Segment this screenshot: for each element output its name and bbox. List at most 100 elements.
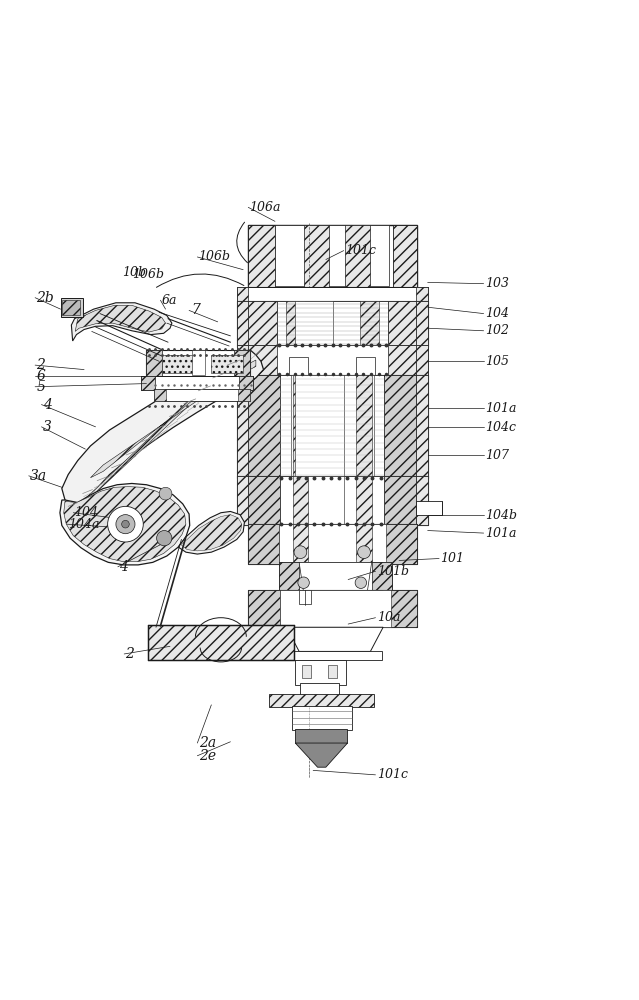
Text: 6: 6 bbox=[36, 369, 45, 383]
Text: 101: 101 bbox=[440, 552, 465, 565]
Bar bbox=[248, 524, 279, 564]
Bar bbox=[277, 345, 388, 376]
Text: 106a: 106a bbox=[249, 201, 281, 214]
Bar bbox=[372, 562, 392, 592]
Text: 2: 2 bbox=[125, 647, 134, 661]
Text: 2a: 2a bbox=[199, 736, 216, 750]
Bar bbox=[237, 301, 427, 347]
Bar bbox=[248, 225, 275, 289]
Bar bbox=[280, 590, 391, 627]
Bar bbox=[237, 345, 248, 376]
Text: 106b: 106b bbox=[199, 250, 231, 263]
Bar bbox=[345, 225, 371, 289]
Text: 5: 5 bbox=[36, 380, 45, 394]
Polygon shape bbox=[286, 627, 383, 651]
Text: 3a: 3a bbox=[30, 469, 47, 483]
Bar bbox=[357, 476, 372, 525]
Bar bbox=[248, 301, 277, 347]
Bar bbox=[61, 298, 83, 317]
Bar bbox=[383, 524, 417, 564]
Bar bbox=[239, 376, 252, 390]
Polygon shape bbox=[73, 355, 246, 505]
Text: 6a: 6a bbox=[162, 294, 177, 307]
Polygon shape bbox=[181, 515, 242, 551]
Bar bbox=[238, 389, 249, 401]
Bar bbox=[357, 375, 372, 478]
Bar bbox=[248, 590, 417, 627]
Bar bbox=[154, 389, 166, 401]
Circle shape bbox=[294, 546, 307, 559]
Bar bbox=[295, 375, 344, 478]
Bar bbox=[146, 350, 162, 377]
Bar bbox=[304, 225, 329, 289]
Bar bbox=[154, 389, 249, 401]
Bar bbox=[416, 476, 427, 525]
Bar bbox=[299, 590, 311, 604]
Polygon shape bbox=[72, 303, 172, 341]
Bar bbox=[357, 357, 376, 376]
Bar bbox=[237, 375, 248, 478]
Bar bbox=[141, 376, 155, 390]
Bar bbox=[237, 476, 427, 525]
Bar bbox=[416, 345, 427, 376]
Text: 10a: 10a bbox=[377, 611, 400, 624]
Bar bbox=[286, 651, 382, 660]
Bar bbox=[237, 476, 248, 525]
Bar bbox=[293, 524, 308, 564]
Text: 104a: 104a bbox=[68, 518, 100, 531]
Text: 104c: 104c bbox=[485, 421, 516, 434]
Text: 101c: 101c bbox=[345, 244, 376, 257]
Text: 104b: 104b bbox=[485, 509, 517, 522]
Text: 4: 4 bbox=[119, 560, 128, 574]
Polygon shape bbox=[75, 305, 166, 332]
Circle shape bbox=[159, 487, 172, 500]
Polygon shape bbox=[91, 360, 256, 478]
Circle shape bbox=[298, 577, 309, 588]
Bar bbox=[280, 476, 385, 525]
Text: 103: 103 bbox=[485, 277, 509, 290]
Bar bbox=[237, 287, 248, 303]
Bar bbox=[212, 355, 243, 373]
Text: 101a: 101a bbox=[485, 527, 516, 540]
Bar bbox=[277, 301, 388, 347]
Bar bbox=[234, 350, 249, 377]
Bar bbox=[237, 345, 427, 376]
Bar bbox=[162, 355, 194, 373]
Bar bbox=[192, 350, 205, 375]
Bar bbox=[248, 476, 280, 525]
Text: 107: 107 bbox=[485, 449, 509, 462]
Bar bbox=[279, 524, 386, 564]
Text: 2: 2 bbox=[36, 358, 45, 372]
Bar bbox=[248, 287, 275, 315]
Circle shape bbox=[355, 577, 367, 588]
Circle shape bbox=[157, 531, 172, 546]
Bar bbox=[383, 590, 417, 627]
Polygon shape bbox=[299, 562, 372, 592]
Circle shape bbox=[358, 546, 371, 559]
Bar bbox=[291, 375, 374, 478]
Polygon shape bbox=[62, 350, 263, 505]
Bar bbox=[280, 375, 385, 478]
Bar bbox=[248, 375, 280, 478]
Bar bbox=[268, 694, 374, 707]
Text: 104: 104 bbox=[75, 506, 98, 519]
Bar bbox=[302, 665, 311, 678]
Polygon shape bbox=[295, 743, 348, 767]
Bar bbox=[295, 729, 348, 743]
Bar bbox=[388, 301, 416, 347]
Text: 101a: 101a bbox=[485, 402, 516, 415]
Bar bbox=[295, 660, 346, 685]
Circle shape bbox=[121, 520, 129, 528]
Bar bbox=[146, 350, 249, 377]
Polygon shape bbox=[178, 511, 245, 554]
Bar bbox=[237, 301, 248, 347]
Bar bbox=[248, 225, 417, 289]
Bar bbox=[385, 375, 416, 478]
Polygon shape bbox=[64, 487, 186, 562]
Text: 105: 105 bbox=[485, 355, 509, 368]
Text: 4: 4 bbox=[43, 398, 52, 412]
Text: 7: 7 bbox=[191, 303, 200, 317]
Bar bbox=[300, 683, 339, 696]
Bar bbox=[248, 524, 417, 564]
Text: 102: 102 bbox=[485, 324, 509, 337]
